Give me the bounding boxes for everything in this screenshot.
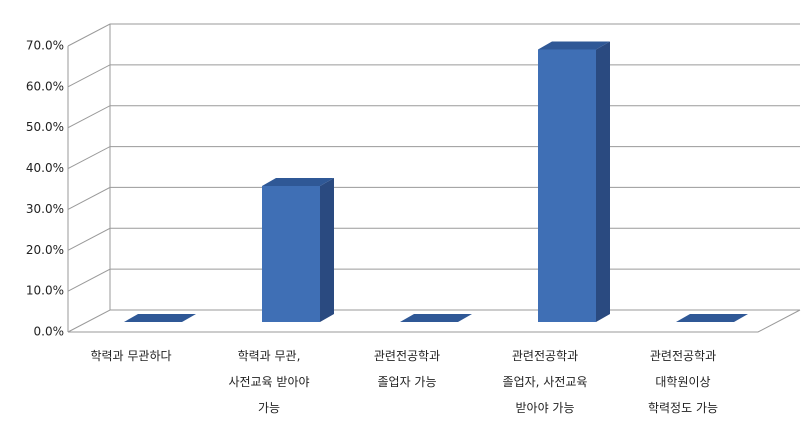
- x-tick-label: 관련전공학과 졸업자, 사전교육 받아야 가능: [503, 349, 588, 415]
- grid-line: [67, 23, 800, 47]
- y-tick-label: 0.0%: [34, 325, 65, 339]
- x-tick-label: 학력과 무관하다: [90, 349, 171, 363]
- bar: [400, 314, 472, 322]
- bar: [676, 314, 748, 322]
- grid-line: [67, 186, 800, 210]
- bar-top: [124, 314, 196, 322]
- bar-top: [676, 314, 748, 322]
- bar: [124, 314, 196, 322]
- grid-line: [67, 146, 800, 170]
- floor-edge: [68, 309, 801, 333]
- bar-side: [596, 41, 610, 323]
- bar-top: [262, 177, 334, 186]
- y-tick-label: 60.0%: [26, 79, 64, 93]
- bar-top: [538, 41, 610, 50]
- bar: [538, 41, 610, 323]
- bar-top: [400, 314, 472, 322]
- y-tick-label: 30.0%: [26, 202, 64, 216]
- grid-line: [67, 64, 800, 88]
- y-tick-label: 70.0%: [26, 39, 64, 53]
- bar-side: [320, 177, 334, 322]
- y-tick-label: 10.0%: [26, 284, 64, 298]
- bar-front: [538, 49, 596, 323]
- y-tick-label: 50.0%: [26, 120, 64, 134]
- wall-edge: [67, 24, 111, 332]
- bar: [262, 177, 334, 322]
- grid-line: [67, 227, 800, 251]
- x-tick-label: 관련전공학과 대학원이상 학력정도 가능: [648, 349, 718, 415]
- x-tick-label: 관련전공학과 졸업자 가능: [374, 349, 440, 389]
- grid-line: [67, 105, 800, 129]
- x-tick-label: 학력과 무관, 사전교육 받아야 가능: [228, 349, 309, 415]
- bar-front: [262, 185, 320, 322]
- y-tick-label: 20.0%: [26, 243, 64, 257]
- y-tick-label: 40.0%: [26, 161, 64, 175]
- grid-line: [67, 268, 800, 292]
